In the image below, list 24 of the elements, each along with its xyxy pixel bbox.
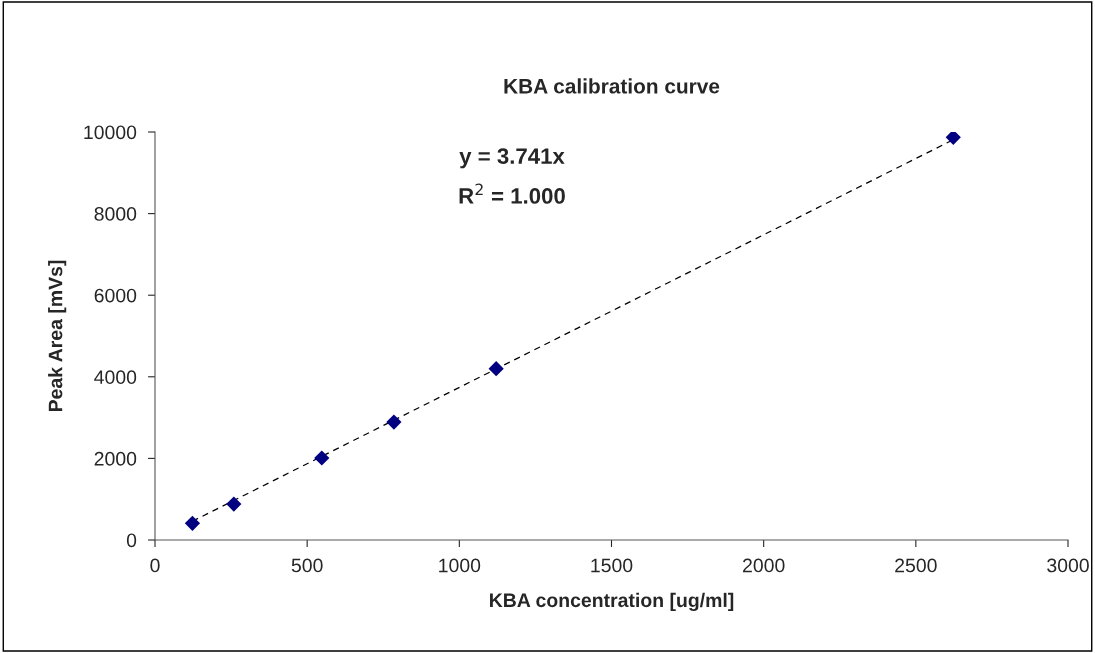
y-tick-label: 0	[126, 533, 137, 548]
y-tick-label: 8000	[94, 207, 137, 221]
chart-title: KBA calibration curve	[504, 78, 720, 94]
point	[314, 450, 330, 466]
y-tick-label: 10000	[84, 125, 137, 140]
annotation: y = 3.741x	[459, 148, 565, 169]
point	[945, 132, 961, 145]
point	[226, 496, 242, 512]
x-tick-label: 2500	[895, 558, 937, 573]
annotation: R$^{2}$ = 1.000	[459, 183, 565, 204]
x-tick-label: 500	[291, 558, 323, 573]
x-axis-title: KBA concentration [ug/ml]	[490, 592, 734, 612]
y-tick-label: 4000	[94, 370, 137, 385]
x-tick-label: 1000	[439, 558, 481, 573]
y-tick-label: 6000	[94, 288, 137, 303]
x-tick-label: 0	[150, 558, 160, 573]
point	[488, 361, 504, 377]
point	[184, 515, 201, 531]
x-tick-label: 2000	[743, 558, 785, 573]
x-tick-label: 3000	[1047, 558, 1089, 573]
y-axis-title: Peak Area [mVs]	[48, 260, 67, 412]
point	[386, 414, 402, 430]
x-tick-label: 1500	[591, 558, 633, 573]
y-tick-label: 2000	[94, 451, 137, 466]
